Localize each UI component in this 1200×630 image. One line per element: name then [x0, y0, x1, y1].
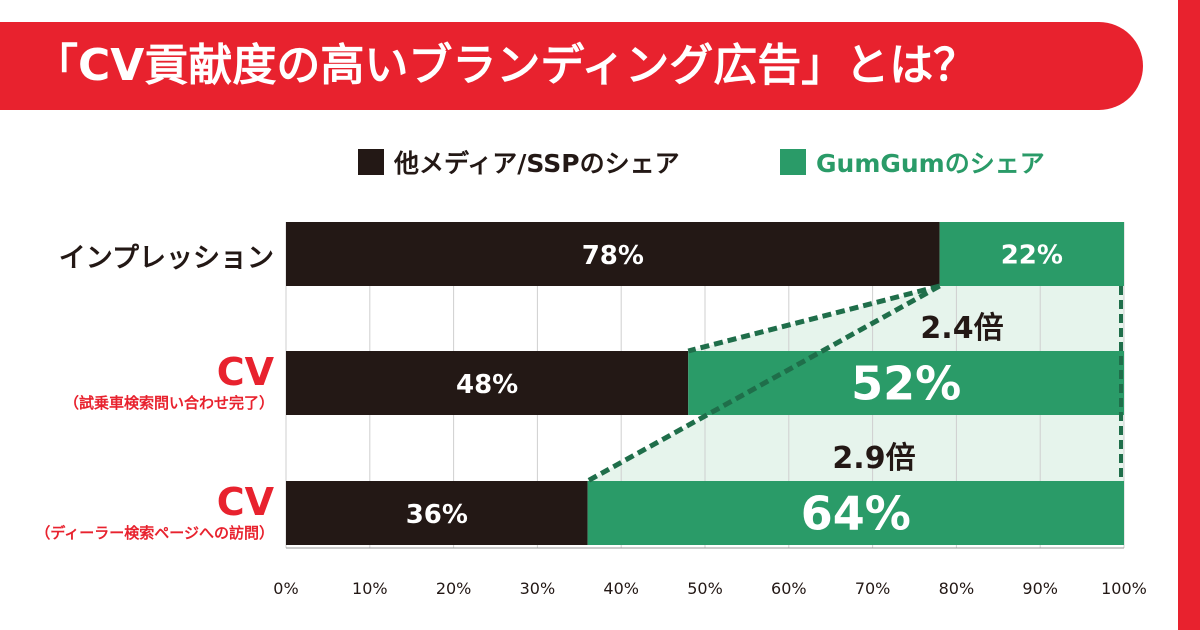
chart-title: 「CV貢献度の高いブランディング広告」とは？ — [34, 40, 978, 91]
bar-others — [286, 351, 689, 415]
legend-label-others: 他メディア/SSPのシェア — [394, 149, 680, 178]
legend-item-others: 他メディア/SSPのシェア — [358, 142, 680, 182]
connector-dashed-line — [586, 283, 941, 484]
row-label-cv: CV — [216, 350, 274, 394]
row-sublabel-dealer: （ディーラー検索ページへの訪問） — [35, 524, 274, 542]
title-banner: 「CV貢献度の高いブランディング広告」とは？ — [0, 22, 1143, 110]
bar-label-gumgum: 64% — [801, 487, 911, 541]
x-tick-label: 0% — [273, 579, 298, 598]
side-stripe — [1178, 0, 1200, 630]
connector-dashed-line — [687, 283, 941, 354]
bar-gumgum — [587, 481, 1124, 545]
legend-swatch-gumgum — [780, 149, 806, 175]
multiplier-annotation: 2.9倍 — [832, 441, 915, 476]
bar-label-others: 78% — [582, 241, 644, 271]
legend-item-gumgum: GumGumのシェア — [780, 142, 1045, 182]
bar-others — [286, 222, 940, 286]
row-sublabel-testdrive: （試乗車検索問い合わせ完了） — [63, 394, 274, 412]
x-tick-label: 100% — [1101, 579, 1147, 598]
row-label-cv-testdrive: CV （試乗車検索問い合わせ完了） — [64, 352, 274, 413]
bar-label-others: 36% — [406, 500, 468, 530]
x-tick-label: 20% — [436, 579, 472, 598]
bar-label-gumgum: 22% — [1001, 240, 1063, 270]
legend-swatch-others — [358, 149, 384, 175]
row-label-impression: インプレッション — [58, 243, 274, 274]
bar-label-gumgum: 52% — [851, 357, 961, 411]
row-label-cv-dealer: CV （ディーラー検索ページへの訪問） — [35, 482, 274, 543]
x-tick-label: 40% — [603, 579, 639, 598]
multiplier-annotation: 2.4倍 — [920, 311, 1003, 346]
row-label-cv: CV — [216, 480, 274, 524]
legend-label-gumgum: GumGumのシェア — [816, 149, 1045, 178]
x-tick-label: 10% — [352, 579, 388, 598]
x-tick-label: 90% — [1022, 579, 1058, 598]
x-tick-label: 50% — [687, 579, 723, 598]
bar-label-others: 48% — [456, 370, 518, 400]
x-tick-label: 30% — [520, 579, 556, 598]
x-tick-label: 70% — [855, 579, 891, 598]
x-tick-label: 80% — [939, 579, 975, 598]
bar-others — [286, 481, 588, 545]
bar-gumgum — [939, 222, 1124, 286]
x-tick-label: 60% — [771, 579, 807, 598]
